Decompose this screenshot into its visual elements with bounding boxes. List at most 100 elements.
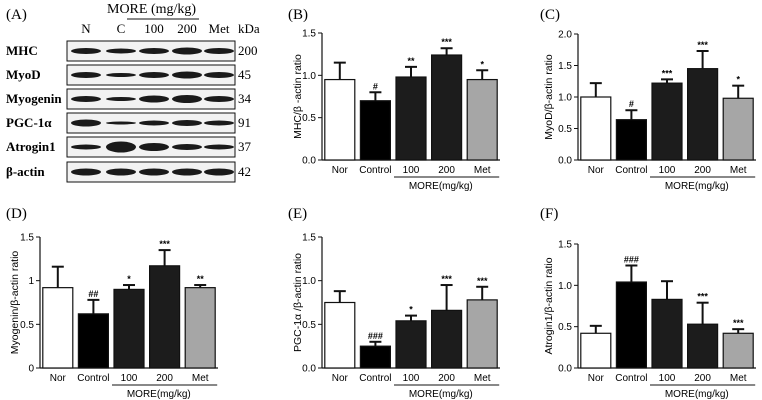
blot-band: [172, 71, 202, 79]
blot-row-label: Atrogin1: [6, 139, 56, 154]
bar: [184, 287, 216, 369]
x-tick-label: 200: [438, 373, 455, 384]
panel-letter: (C): [540, 7, 560, 23]
panel-letter: (B): [288, 7, 308, 23]
y-tick-label: 1.0: [558, 93, 572, 104]
blot-row-label: MyoD: [6, 67, 41, 82]
blot-band: [71, 168, 101, 176]
kda-label: kDa: [238, 21, 260, 36]
blot-band: [204, 120, 234, 126]
significance-label: ***: [159, 239, 170, 249]
blot-band: [139, 143, 169, 151]
lane-labels: N C 100 200 Met: [81, 21, 230, 36]
blot-band: [106, 141, 136, 153]
y-tick-label: 1.0: [558, 281, 572, 292]
x-tick-label: 200: [694, 165, 711, 176]
y-tick-label: 0.5: [558, 322, 572, 333]
y-tick-label: 0: [28, 364, 34, 375]
lane-label: 200: [177, 21, 197, 36]
bar: [686, 323, 719, 369]
blot-band: [106, 73, 136, 77]
x-tick-label: 200: [694, 373, 711, 384]
blot-band: [139, 120, 169, 126]
blot-band: [204, 72, 234, 78]
x-tick-label: 100: [121, 373, 138, 384]
lane-label: 100: [144, 21, 164, 36]
blot-band: [172, 168, 202, 176]
blot-band: [204, 96, 234, 102]
y-tick-label: 0.0: [302, 156, 316, 167]
significance-label: **: [197, 274, 205, 284]
y-axis-label: PGC-1α /β-actin ratio: [292, 253, 304, 352]
x-tick-label: 100: [403, 165, 420, 176]
y-tick-label: 1.5: [558, 240, 572, 251]
y-tick-label: 0.0: [558, 364, 572, 375]
bar-chart-d: (D) 0 0.5 1 1.5 Myogenin/β-actin ratio Nor ## Co…: [6, 206, 218, 400]
bar-chart-b: (B) 0.0 0.5 1.0 1.5 MHC/β -actin ratio Nor # Con…: [288, 7, 500, 192]
y-axis-label: MHC/β -actin ratio: [292, 54, 304, 139]
dose-header: MORE (mg/kg): [107, 2, 196, 17]
x-tick-label: Nor: [50, 373, 67, 384]
bar: [722, 332, 754, 369]
bar: [395, 76, 427, 161]
x-tick-label: Nor: [332, 165, 349, 176]
y-tick-label: 0.0: [302, 364, 316, 375]
group-label: MORE(mg/kg): [409, 389, 473, 400]
blot-row-label: MHC: [6, 43, 38, 58]
bar: [431, 309, 463, 369]
significance-label: ##: [88, 289, 98, 299]
bar-chart-e: (E) 0.0 0.5 1.0 1.5 PGC-1α /β-actin ratio Nor #…: [288, 206, 500, 400]
bar: [431, 54, 463, 161]
panel-letter: (F): [540, 206, 558, 222]
significance-label: *: [480, 59, 484, 69]
significance-label: ***: [477, 276, 488, 286]
y-tick-label: 1: [28, 276, 34, 287]
y-tick-label: 0.5: [302, 113, 316, 124]
y-axis-label: MyoD/β-actin ratio: [543, 54, 555, 140]
x-tick-label: 100: [659, 373, 676, 384]
significance-label: ***: [697, 40, 708, 50]
bar: [580, 96, 612, 161]
bar: [651, 298, 683, 369]
y-tick-label: 2.0: [558, 30, 572, 41]
x-tick-label: Nor: [588, 373, 605, 384]
bar: [466, 78, 498, 161]
significance-label: ***: [441, 274, 452, 284]
significance-label: #: [629, 99, 634, 109]
significance-label: *: [127, 274, 131, 284]
blot-kda-value: 200: [238, 43, 258, 58]
y-axis-label: Atrogin1/β-actin ratio: [543, 257, 555, 354]
bar: [77, 313, 110, 369]
bar: [395, 320, 427, 369]
x-tick-label: Control: [359, 373, 391, 384]
x-tick-label: Met: [730, 373, 747, 384]
blot-band: [106, 168, 136, 176]
lane-label: N: [81, 21, 91, 36]
significance-label: **: [407, 56, 415, 66]
significance-label: ***: [441, 37, 452, 47]
x-tick-label: 200: [438, 165, 455, 176]
bar: [149, 265, 181, 369]
blot-kda-value: 42: [238, 164, 251, 179]
panel-letter-a: (A): [6, 7, 27, 23]
y-tick-label: 1.0: [302, 71, 316, 82]
blot-kda-value: 34: [238, 91, 252, 106]
bar: [615, 281, 648, 369]
blot-band: [139, 48, 169, 54]
bar: [324, 78, 356, 161]
bar: [686, 68, 719, 161]
blot-band: [71, 119, 101, 127]
blot-band: [106, 97, 136, 101]
significance-label: ###: [368, 331, 383, 341]
significance-label: *: [736, 75, 740, 85]
group-label: MORE(mg/kg): [665, 389, 729, 400]
blot-band: [172, 120, 202, 126]
blot-band: [71, 48, 101, 54]
blot-band: [172, 144, 202, 150]
blot-band: [204, 144, 234, 150]
blot-band: [139, 168, 169, 176]
y-axis-label: Myogenin/β-actin ratio: [9, 251, 21, 355]
blot-band: [204, 48, 234, 54]
